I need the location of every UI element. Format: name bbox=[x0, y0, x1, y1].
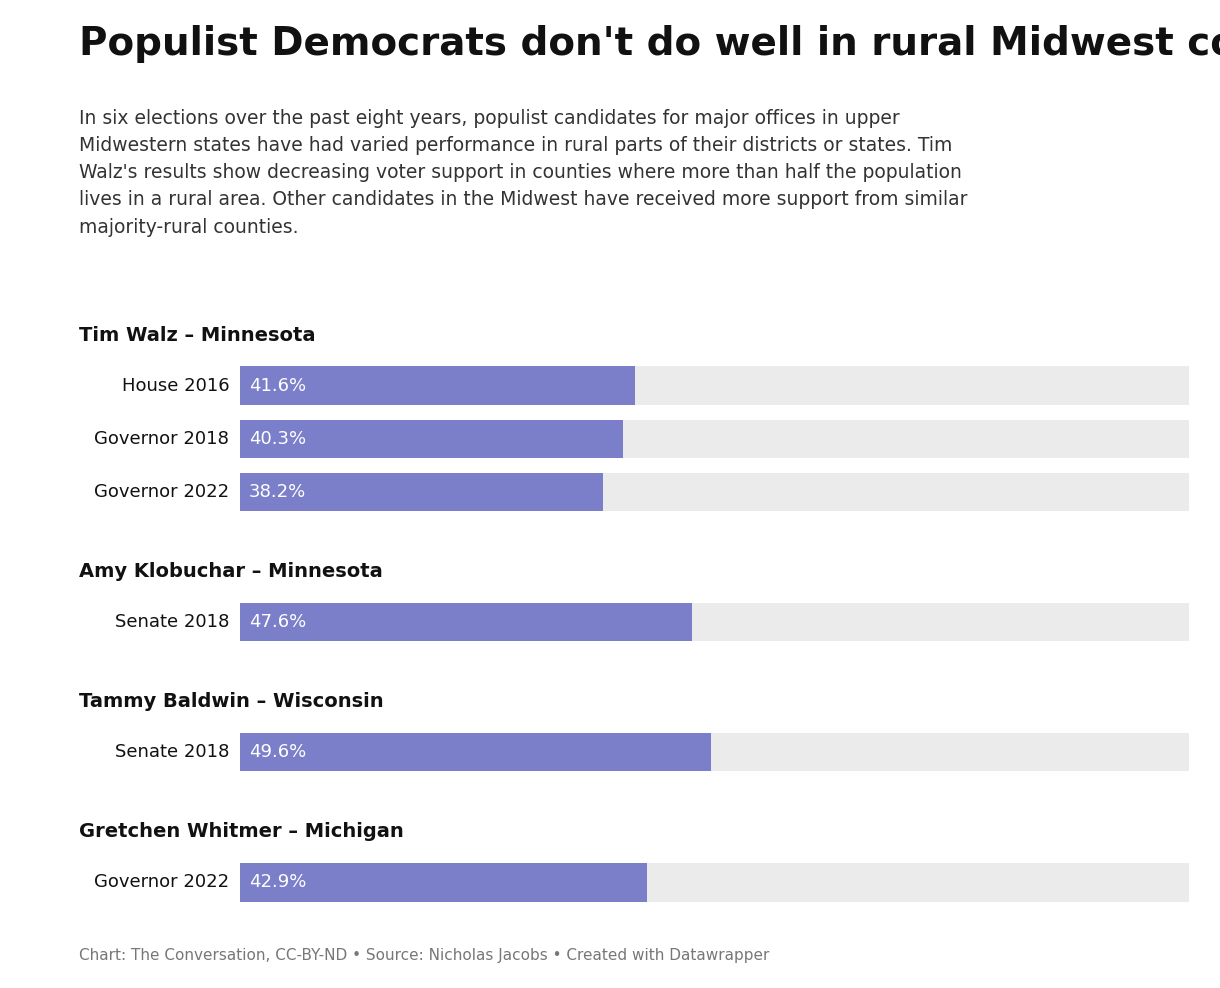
Bar bbox=[240, 603, 1190, 641]
Text: House 2016: House 2016 bbox=[122, 376, 229, 394]
Text: Tim Walz – Minnesota: Tim Walz – Minnesota bbox=[79, 326, 316, 345]
Text: 49.6%: 49.6% bbox=[249, 743, 306, 761]
Text: Governor 2022: Governor 2022 bbox=[94, 873, 229, 891]
Bar bbox=[240, 603, 692, 641]
Text: In six elections over the past eight years, populist candidates for major office: In six elections over the past eight yea… bbox=[79, 109, 967, 237]
Bar bbox=[240, 420, 1190, 457]
Bar bbox=[240, 864, 648, 901]
Text: Governor 2018: Governor 2018 bbox=[94, 430, 229, 448]
Bar bbox=[240, 864, 1190, 901]
Text: 41.6%: 41.6% bbox=[249, 376, 306, 394]
Text: Amy Klobuchar – Minnesota: Amy Klobuchar – Minnesota bbox=[79, 562, 383, 581]
Bar bbox=[240, 367, 1190, 405]
Bar bbox=[240, 472, 603, 511]
Text: 47.6%: 47.6% bbox=[249, 613, 306, 631]
Text: Governor 2022: Governor 2022 bbox=[94, 483, 229, 501]
Text: 40.3%: 40.3% bbox=[249, 430, 306, 448]
Text: 42.9%: 42.9% bbox=[249, 873, 306, 891]
Bar bbox=[240, 472, 1190, 511]
Bar bbox=[240, 733, 711, 772]
Text: Gretchen Whitmer – Michigan: Gretchen Whitmer – Michigan bbox=[79, 822, 404, 842]
Text: 38.2%: 38.2% bbox=[249, 483, 306, 501]
Text: Senate 2018: Senate 2018 bbox=[115, 743, 229, 761]
Bar bbox=[240, 733, 1190, 772]
Text: Senate 2018: Senate 2018 bbox=[115, 613, 229, 631]
Text: Tammy Baldwin – Wisconsin: Tammy Baldwin – Wisconsin bbox=[79, 693, 384, 711]
Bar bbox=[240, 367, 636, 405]
Bar bbox=[240, 420, 623, 457]
Text: Chart: The Conversation, CC-BY-ND • Source: Nicholas Jacobs • Created with Dataw: Chart: The Conversation, CC-BY-ND • Sour… bbox=[79, 948, 770, 963]
Text: Populist Democrats don't do well in rural Midwest counties: Populist Democrats don't do well in rura… bbox=[79, 25, 1220, 62]
